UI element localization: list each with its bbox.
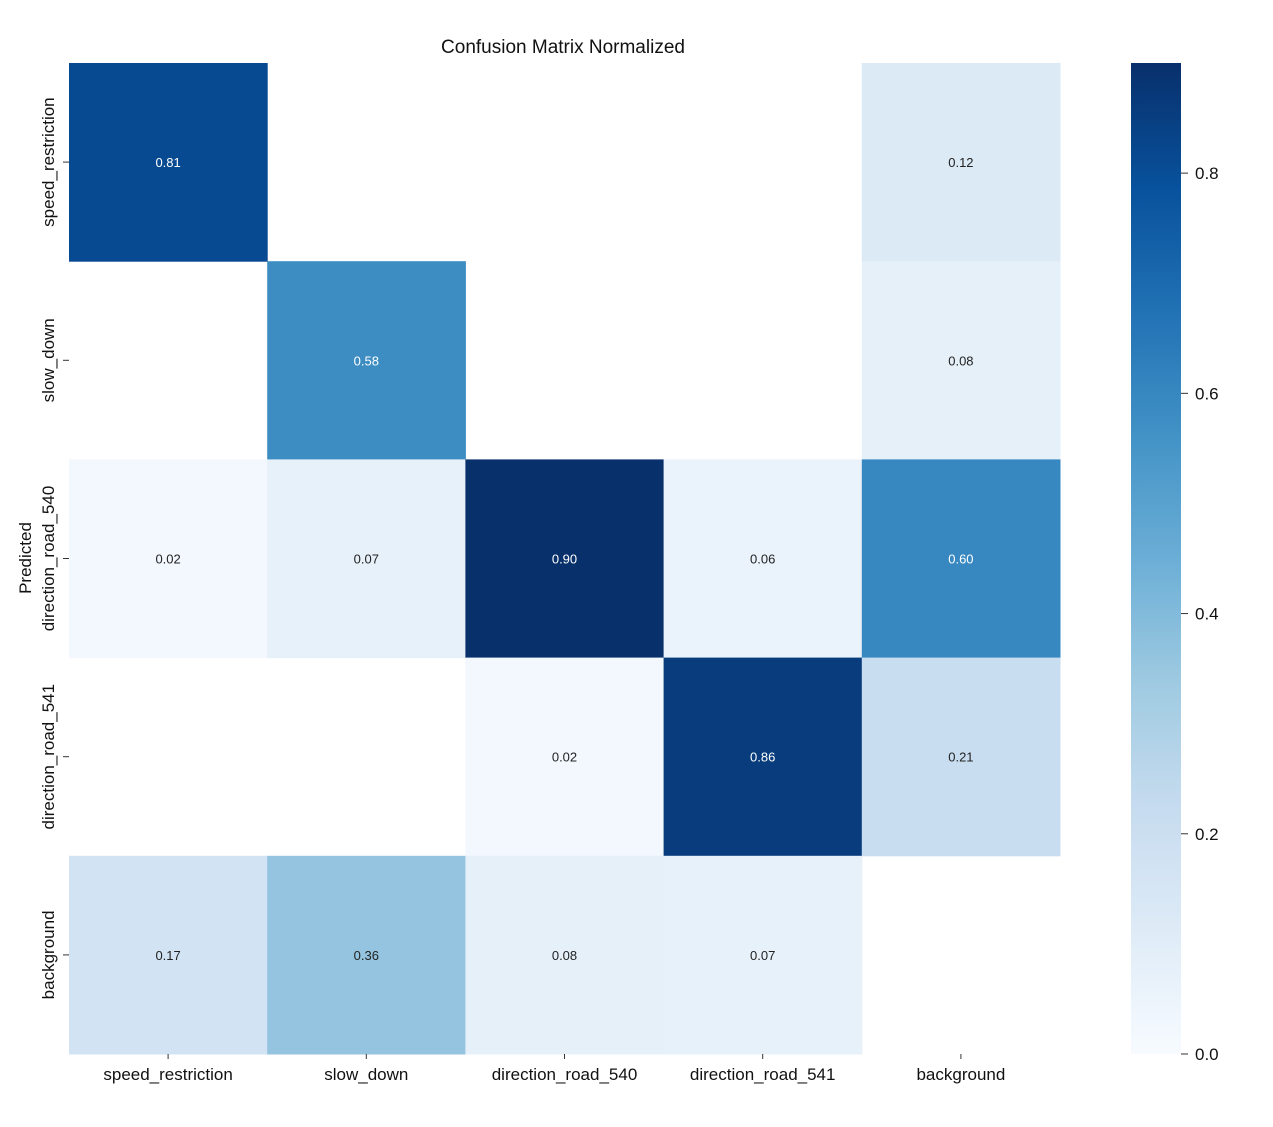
cell-value-label: 0.58: [354, 353, 379, 368]
cell-value-label: 0.06: [750, 552, 775, 567]
heatmap-cell: [465, 855, 665, 1055]
heatmap-cell: [465, 459, 665, 659]
heatmap-cell: [861, 459, 1061, 659]
cell-value-label: 0.21: [948, 750, 973, 765]
cell-value-label: 0.08: [552, 948, 577, 963]
cell-value-label: 0.12: [948, 155, 973, 170]
chart-title: Confusion Matrix Normalized: [441, 37, 685, 58]
cell-value-label: 0.02: [155, 552, 180, 567]
x-tick-label: speed_restriction: [103, 1065, 232, 1084]
y-tick-label: direction_road_541: [39, 684, 58, 830]
x-tick-label: background: [916, 1065, 1005, 1084]
colorbar: [1131, 63, 1181, 1054]
cell-value-label: 0.07: [354, 552, 379, 567]
x-axis-ticks: speed_restriction slow_down direction_road…: [103, 1054, 1005, 1084]
colorbar-tick-label: 0.4: [1195, 605, 1219, 624]
heatmap-cell: [69, 459, 268, 659]
colorbar-tick-label: 0.2: [1195, 825, 1219, 844]
heatmap-cell: [861, 63, 1061, 262]
colorbar-ticks: 0.0 0.2 0.4 0.6 0.8: [1181, 164, 1219, 1064]
colorbar-tick-label: 0.8: [1195, 164, 1219, 183]
heatmap-cell: [663, 459, 863, 659]
colorbar-tick-label: 0.6: [1195, 384, 1219, 403]
x-tick-label: direction_road_540: [492, 1065, 638, 1084]
heatmap-cell: [663, 855, 863, 1055]
y-axis-label: Predicted: [16, 522, 35, 594]
y-tick-label: speed_restriction: [39, 97, 58, 226]
x-tick-label: direction_road_541: [690, 1065, 836, 1084]
heatmap-cell: [663, 657, 863, 857]
heatmap-cell: [267, 459, 466, 659]
x-tick-label: slow_down: [324, 1065, 408, 1084]
y-tick-label: slow_down: [39, 318, 58, 402]
heatmap-cells: 0.81 0.12 0.58 0.08 0.02 0.07 0.90 0.06 0.60 0.02…: [69, 63, 1061, 1055]
heatmap-cell: [69, 63, 268, 262]
y-tick-label: background: [39, 910, 58, 999]
cell-value-label: 0.02: [552, 750, 577, 765]
heatmap-cell: [69, 855, 268, 1055]
cell-value-label: 0.17: [155, 948, 180, 963]
heatmap-cell: [267, 855, 466, 1055]
heatmap-cell: [861, 657, 1061, 857]
cell-value-label: 0.86: [750, 750, 775, 765]
cell-value-label: 0.36: [354, 948, 379, 963]
cell-value-label: 0.07: [750, 948, 775, 963]
heatmap-cell: [861, 261, 1061, 460]
y-tick-label: direction_road_540: [39, 486, 58, 632]
y-axis-ticks: speed_restriction slow_down direction_road…: [39, 97, 69, 999]
cell-value-label: 0.81: [155, 155, 180, 170]
cell-value-label: 0.90: [552, 552, 577, 567]
heatmap-cell: [465, 657, 665, 857]
cell-value-label: 0.08: [948, 353, 973, 368]
heatmap-cell: [267, 261, 466, 460]
cell-value-label: 0.60: [948, 552, 973, 567]
colorbar-tick-label: 0.0: [1195, 1045, 1219, 1064]
